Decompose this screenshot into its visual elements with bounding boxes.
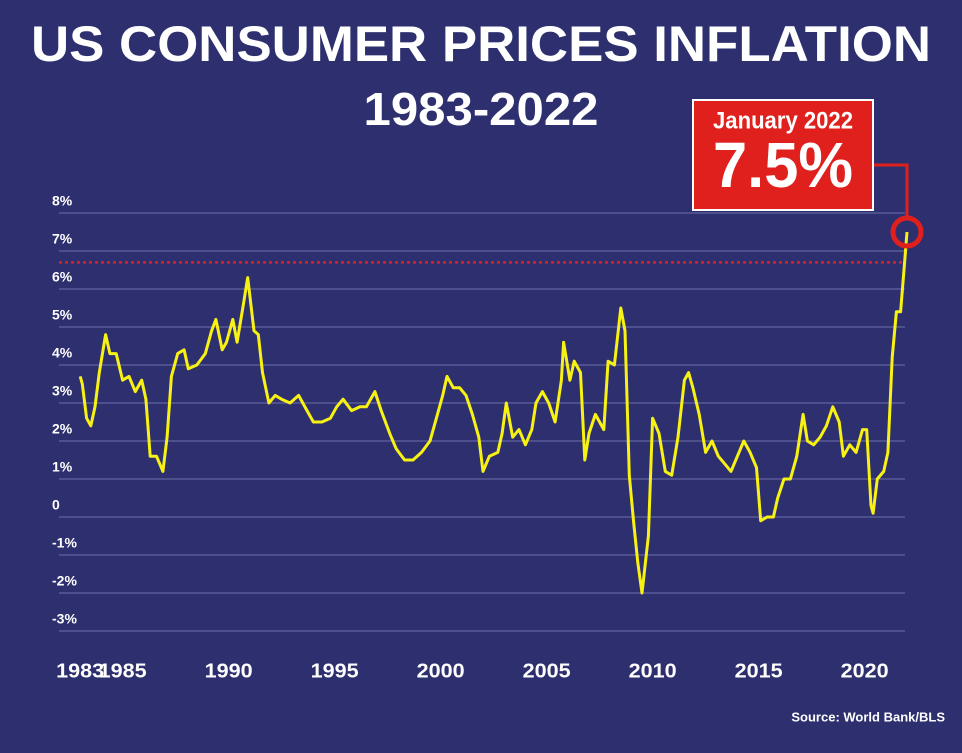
chart-title: US CONSUMER PRICES INFLATION	[31, 16, 931, 72]
x-tick-label: 2000	[417, 660, 465, 682]
plot	[59, 163, 924, 595]
y-tick-label: 2%	[52, 421, 73, 437]
x-tick-label: 1995	[311, 660, 359, 682]
x-tick-label: 2015	[735, 660, 783, 682]
annotation-connector	[873, 163, 909, 218]
y-tick-label: 0	[52, 497, 60, 513]
y-tick-label: -1%	[52, 535, 77, 551]
y-tick-label: -3%	[52, 611, 77, 627]
y-tick-label: 4%	[52, 345, 73, 361]
y-tick-label: 5%	[52, 307, 73, 323]
x-tick-label: 2010	[629, 660, 677, 682]
x-tick-label: 1985	[99, 660, 147, 682]
source: Source: World Bank/BLS	[791, 709, 945, 724]
x-tick-label: 1990	[205, 660, 253, 682]
x-tick-label: 2005	[523, 660, 571, 682]
chart-subtitle: 1983-2022	[364, 83, 599, 135]
y-tick-label: 6%	[52, 269, 73, 285]
y-tick-label: -2%	[52, 573, 77, 589]
y-tick-label: 8%	[52, 193, 73, 209]
inflation-line	[78, 231, 909, 595]
y-tick-label: 3%	[52, 383, 73, 399]
annotation-text: January 2022	[713, 107, 853, 134]
annotation-marker	[890, 215, 924, 249]
y-tick-label: 7%	[52, 231, 73, 247]
annotation-value: 7.5%	[713, 129, 853, 201]
x-tick-label: 1983	[56, 660, 104, 682]
x-tick-label: 2020	[841, 660, 889, 682]
annotation-box	[692, 99, 874, 211]
y-tick-label: 1%	[52, 459, 73, 475]
